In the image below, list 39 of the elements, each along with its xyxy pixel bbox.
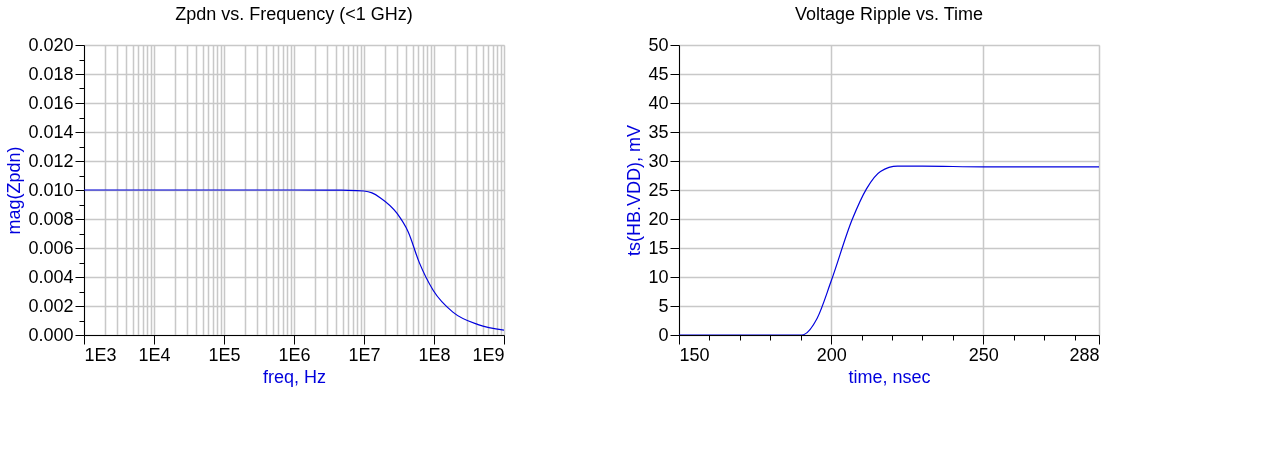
y-tick-label: 0.000 (28, 324, 74, 345)
y-tick-label: 40 (648, 92, 669, 113)
chart-title: Voltage Ripple vs. Time (794, 4, 984, 24)
y-tick-label: 50 (648, 34, 669, 55)
y-axis-title: mag(Zpdn) (4, 146, 25, 235)
x-tick-label: 150 (679, 344, 710, 365)
x-tick-label: 1E3 (84, 344, 117, 365)
y-tick-label: 0.002 (28, 295, 74, 316)
y-tick-label: 0.018 (28, 63, 74, 84)
y-tick-label: 0.016 (28, 92, 74, 113)
y-tick-label: 45 (648, 63, 669, 84)
x-tick-label: 1E5 (208, 344, 241, 365)
x-tick-label: 1E8 (418, 344, 451, 365)
x-axis-title: freq, Hz (262, 366, 327, 387)
y-tick-label: 0.006 (28, 237, 74, 258)
y-tick-label: 25 (648, 179, 669, 200)
x-tick-label: 1E4 (138, 344, 171, 365)
y-tick-label: 0.004 (28, 266, 74, 287)
y-tick-label: 0 (658, 324, 669, 345)
y-tick-label: 20 (648, 208, 669, 229)
x-axis-title: time, nsec (848, 366, 931, 387)
x-tick-label: 250 (968, 344, 999, 365)
y-tick-label: 0.010 (28, 179, 74, 200)
y-tick-label: 15 (648, 237, 669, 258)
chart-title: Zpdn vs. Frequency (<1 GHz) (175, 4, 413, 24)
y-tick-label: 10 (648, 266, 669, 287)
y-tick-label: 30 (648, 150, 669, 171)
x-tick-label: 1E9 (472, 344, 505, 365)
x-tick-label: 200 (816, 344, 847, 365)
y-tick-label: 35 (648, 121, 669, 142)
x-tick-label: 288 (1069, 344, 1100, 365)
x-tick-label: 1E7 (348, 344, 381, 365)
x-tick-label: 1E6 (278, 344, 311, 365)
y-tick-label: 0.020 (28, 34, 74, 55)
y-tick-label: 0.008 (28, 208, 74, 229)
y-tick-label: 0.012 (28, 150, 74, 171)
y-axis-title: ts(HB.VDD), mV (624, 124, 645, 257)
y-tick-label: 5 (658, 295, 669, 316)
y-tick-label: 0.014 (28, 121, 74, 142)
